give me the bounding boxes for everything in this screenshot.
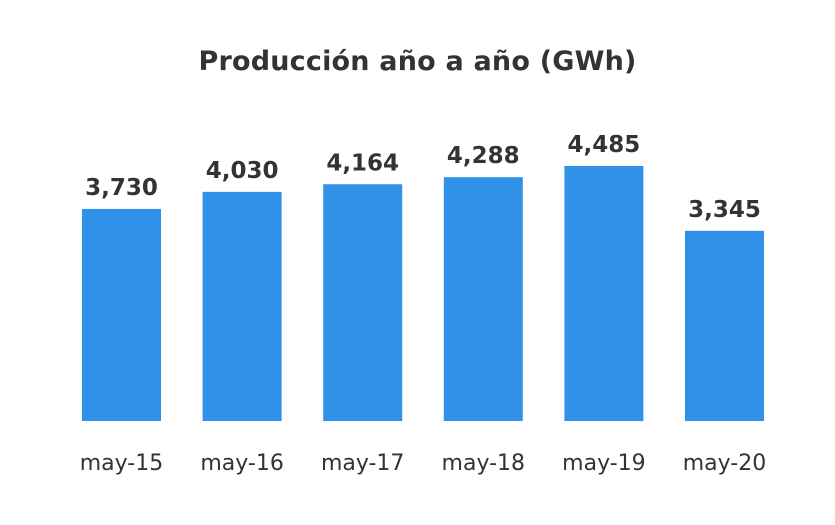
value-label-may-19: 4,485 <box>568 132 641 158</box>
value-label-may-16: 4,030 <box>206 158 279 184</box>
x-tick-label-may-18: may-18 <box>442 451 525 476</box>
x-tick-labels-layer: may-15 may-16 may-17 may-18 may-19 may-20 <box>80 451 766 476</box>
x-tick-label-may-15: may-15 <box>80 451 163 476</box>
chart-title: Producción año a año (GWh) <box>198 46 637 77</box>
x-tick-label-may-17: may-17 <box>321 451 404 476</box>
value-label-may-17: 4,164 <box>326 150 399 176</box>
bar-may-16 <box>202 191 282 421</box>
bar-may-18 <box>443 177 523 421</box>
value-label-may-15: 3,730 <box>85 175 158 201</box>
x-tick-label-may-16: may-16 <box>200 451 283 476</box>
bar-may-17 <box>323 184 403 421</box>
value-labels-layer: 3,730 4,030 4,164 4,288 4,485 3,345 <box>85 132 761 223</box>
x-tick-label-may-20: may-20 <box>683 451 766 476</box>
x-tick-label-may-19: may-19 <box>562 451 645 476</box>
bar-may-15 <box>82 208 161 421</box>
value-label-may-20: 3,345 <box>688 197 761 223</box>
bar-may-20 <box>685 230 764 421</box>
bar-may-19 <box>564 166 644 421</box>
value-label-may-18: 4,288 <box>447 143 520 169</box>
bars-layer <box>82 166 764 421</box>
